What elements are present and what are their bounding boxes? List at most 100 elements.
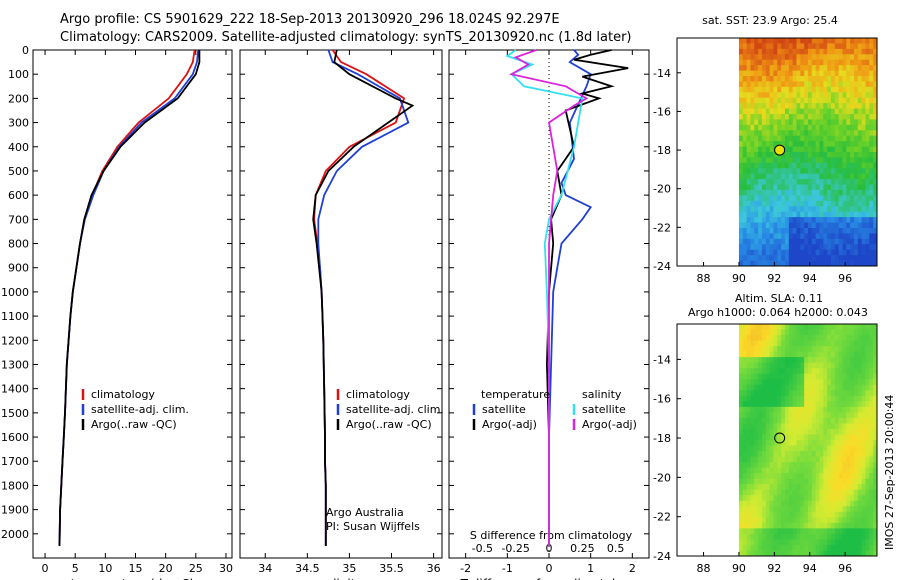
heatmap-cell (815, 70, 820, 77)
heatmap-cell (788, 114, 794, 120)
heatmap-cell (861, 506, 866, 513)
heatmap-cell (865, 228, 870, 234)
heatmap-cell (869, 190, 874, 196)
heatmap-cell (800, 357, 805, 364)
y-tick-label: 800 (8, 238, 29, 251)
heatmap-cell (777, 373, 782, 380)
heatmap-cell (873, 434, 878, 441)
heatmap-cell (838, 522, 843, 529)
heatmap-cell (811, 48, 817, 55)
heatmap-cell (750, 340, 755, 347)
heatmap-cell (796, 324, 801, 331)
heatmap-cell (819, 522, 824, 529)
heatmap-cell (773, 340, 778, 347)
heatmap-cell (823, 211, 828, 218)
heatmap-cell (738, 351, 744, 358)
heatmap-cell (857, 206, 863, 213)
legend-label: satellite (482, 403, 526, 416)
heatmap-cell (838, 340, 843, 347)
heatmap-cell (834, 544, 840, 551)
heatmap-cell (815, 434, 820, 441)
heatmap-cell (823, 228, 828, 234)
heatmap-cell (830, 440, 836, 447)
heatmap-cell (788, 168, 794, 175)
heatmap-cell (750, 351, 755, 358)
heatmap-cell (742, 54, 748, 61)
heatmap-cell (784, 255, 790, 262)
heatmap-cell (807, 522, 813, 529)
heatmap-cell (811, 440, 817, 447)
heatmap-cell (846, 43, 851, 50)
heatmap-cell (765, 478, 771, 485)
heatmap-cell (853, 86, 859, 93)
heatmap-cell (865, 92, 870, 99)
heatmap-cell (815, 130, 820, 137)
heatmap-cell (827, 379, 832, 386)
heatmap-cell (746, 406, 751, 413)
heatmap-cell (792, 329, 797, 336)
heatmap-cell (853, 539, 859, 546)
heatmap-cell (830, 135, 836, 142)
heatmap-cell (788, 423, 794, 430)
heatmap-cell (842, 428, 847, 435)
heatmap-cell (850, 48, 855, 55)
heatmap-cell (861, 517, 866, 524)
heatmap-cell (792, 384, 797, 391)
heatmap-cell (796, 384, 801, 391)
heatmap-cell (781, 152, 786, 158)
heatmap-cell (796, 539, 801, 546)
heatmap-cell (807, 119, 813, 126)
heatmap-cell (830, 255, 836, 262)
heatmap-cell (865, 200, 870, 207)
heatmap-cell (784, 445, 790, 452)
heatmap-cell (750, 108, 755, 115)
heatmap-cell (865, 54, 870, 61)
heatmap-cell (788, 473, 794, 480)
heatmap-cell (857, 222, 863, 229)
heatmap-cell (850, 434, 855, 441)
heatmap-cell (838, 550, 843, 557)
heatmap-cell (869, 233, 874, 240)
heatmap-cell (865, 130, 870, 137)
heatmap-cell (738, 54, 744, 61)
heatmap-cell (857, 76, 863, 82)
heatmap-cell (865, 351, 870, 358)
heatmap-cell (754, 417, 759, 424)
heatmap-cell (781, 329, 786, 336)
heatmap-cell (827, 141, 832, 148)
heatmap-cell (804, 406, 809, 413)
heatmap-cell (788, 119, 794, 126)
heatmap-cell (819, 135, 824, 142)
heatmap-cell (830, 351, 836, 358)
heatmap-cell (861, 379, 866, 386)
heatmap-cell (834, 255, 840, 262)
heatmap-cell (784, 373, 790, 380)
heatmap-cell (777, 401, 782, 408)
heatmap-cell (834, 103, 840, 110)
heatmap-cell (792, 533, 797, 540)
heatmap-cell (815, 539, 820, 546)
heatmap-cell (869, 473, 874, 480)
heatmap-cell (800, 544, 805, 551)
heatmap-cell (754, 103, 759, 110)
heatmap-cell (823, 162, 828, 169)
heatmap-cell (842, 65, 847, 72)
heatmap-cell (792, 190, 797, 196)
heatmap-cell (850, 445, 855, 452)
heatmap-cell (754, 108, 759, 115)
heatmap-cell (834, 162, 840, 169)
heatmap-cell (758, 162, 763, 169)
heatmap-cell (777, 92, 782, 99)
heatmap-cell (750, 173, 755, 180)
heatmap-cell (850, 222, 855, 229)
heatmap-cell (796, 484, 801, 491)
top-x-axis-label: S difference from climatology (470, 529, 633, 542)
heatmap-cell (750, 484, 755, 491)
heatmap-cell (819, 423, 824, 430)
heatmap-cell (761, 533, 767, 540)
heatmap-cell (765, 124, 771, 131)
heatmap-cell (769, 211, 774, 218)
heatmap-cell (811, 478, 817, 485)
heatmap-cell (846, 384, 851, 391)
heatmap-cell (784, 76, 790, 82)
